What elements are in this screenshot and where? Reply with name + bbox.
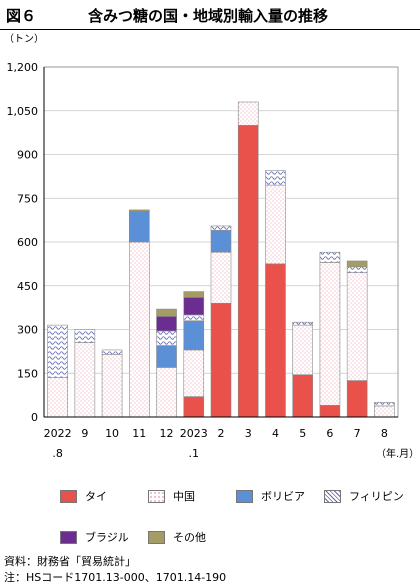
legend-swatch-philippines — [324, 489, 341, 503]
x-tick-label-sub: .8 — [52, 447, 63, 460]
y-axis-unit: （トン） — [4, 33, 44, 45]
bar-segment — [129, 241, 150, 418]
bar-segment — [346, 266, 368, 273]
bar-segment — [265, 170, 286, 186]
bar-segment — [346, 260, 368, 268]
bar-segment — [74, 342, 96, 418]
bar-segment — [265, 184, 286, 265]
bar-segment — [210, 302, 232, 418]
legend-item-other: その他 — [148, 529, 206, 545]
bar-segment — [210, 230, 232, 253]
x-tick-label: 12 — [160, 427, 174, 440]
bar-segment — [183, 291, 205, 298]
x-tick-label: 7 — [354, 427, 361, 440]
x-tick-label: 8 — [381, 427, 388, 440]
legend-item-china: 中国 — [148, 488, 195, 504]
y-tick-label: 0 — [31, 411, 38, 424]
y-tick-label: 750 — [17, 192, 38, 205]
bars — [47, 101, 395, 418]
bar-segment — [47, 324, 68, 378]
bar-segment — [292, 374, 313, 418]
bar-segment — [319, 251, 341, 263]
bar-segment — [156, 367, 177, 418]
x-tick-label: 2 — [218, 427, 225, 440]
y-tick-label: 600 — [17, 236, 38, 249]
bar-segment — [156, 345, 177, 368]
legend-item-bolivia: ボリビア — [236, 488, 305, 504]
legend-label-other: その他 — [173, 531, 206, 544]
x-axis-unit: （年.月） — [376, 447, 419, 460]
legend-label-china: 中国 — [173, 490, 195, 503]
bar-segment — [210, 251, 232, 304]
bar-segment — [183, 314, 205, 322]
legend-swatch-thailand — [60, 489, 77, 503]
y-tick-label: 1,050 — [7, 105, 39, 118]
bar-segment — [346, 272, 368, 381]
bar-segment — [319, 262, 341, 406]
bar-segment — [101, 353, 123, 418]
y-tick-label: 300 — [17, 324, 38, 337]
x-tick-label: 2023 — [180, 427, 208, 440]
bar-segment — [74, 329, 96, 343]
legend-swatch-other — [148, 530, 165, 544]
x-tick-label: 9 — [81, 427, 88, 440]
legend-item-thailand: タイ — [60, 488, 107, 504]
legend-swatch-bolivia — [236, 489, 253, 503]
stacked-bar-chart: 0 150 300 450 600 750 900 1,050 1,200 2022 .8 9 10 11… — [4, 33, 419, 460]
bar-segment — [374, 405, 395, 418]
legend-item-brazil: ブラジル — [60, 529, 129, 545]
bar-segment — [183, 396, 205, 418]
x-tick-label-sub: .1 — [189, 447, 200, 460]
x-tick-label: 4 — [272, 427, 279, 440]
axes: 0 150 300 450 600 750 900 1,050 1,200 2022 .8 9 10 11… — [7, 61, 399, 460]
footnote: 注：HSコード1701.13-000、1701.14-190 — [4, 571, 227, 584]
x-tick-label: 5 — [299, 427, 306, 440]
legend-swatch-china — [148, 489, 165, 503]
y-tick-label: 150 — [17, 367, 38, 380]
legend-label-brazil: ブラジル — [85, 531, 129, 544]
bar-segment — [183, 297, 205, 316]
y-tick-label: 1,200 — [7, 61, 39, 74]
bar-segment — [265, 263, 286, 418]
bar-segment — [374, 402, 395, 407]
bar-segment — [237, 125, 259, 418]
x-tick-label: 11 — [132, 427, 146, 440]
x-tick-label: 6 — [326, 427, 333, 440]
bar-segment — [129, 211, 150, 243]
bar-segment — [292, 321, 313, 326]
bar-segment — [183, 320, 205, 351]
y-tick-label: 900 — [17, 149, 38, 162]
figure-title: 含みつ糖の国・地域別輸入量の推移 — [88, 7, 329, 25]
bar-segment — [156, 316, 177, 332]
figure-header: 図６ 含みつ糖の国・地域別輸入量の推移 — [0, 0, 420, 30]
bar-segment — [47, 377, 68, 418]
bar-segment — [319, 405, 341, 418]
legend-label-bolivia: ボリビア — [261, 490, 305, 503]
bar-segment — [292, 324, 313, 376]
legend-label-thailand: タイ — [85, 490, 107, 503]
header-rule — [0, 29, 420, 30]
bar-segment — [237, 101, 259, 126]
bar-segment — [210, 225, 232, 231]
y-tick-label: 450 — [17, 280, 38, 293]
bar-segment — [156, 330, 177, 346]
x-tick-label: 3 — [245, 427, 252, 440]
bar-segment — [156, 308, 177, 317]
x-tick-label: 2022 — [44, 427, 72, 440]
bar-segment — [346, 380, 368, 418]
legend-label-philippines: フィリピン — [349, 490, 404, 503]
bar-segment — [129, 209, 150, 212]
figure-label: 図６ — [6, 7, 37, 25]
bar-segment — [101, 349, 123, 355]
bar-segment — [183, 349, 205, 397]
legend-swatch-brazil — [60, 530, 77, 544]
legend-item-philippines: フィリピン — [324, 488, 404, 504]
source-note: 資料：財務省「貿易統計」 — [4, 555, 136, 568]
x-tick-label: 10 — [105, 427, 119, 440]
